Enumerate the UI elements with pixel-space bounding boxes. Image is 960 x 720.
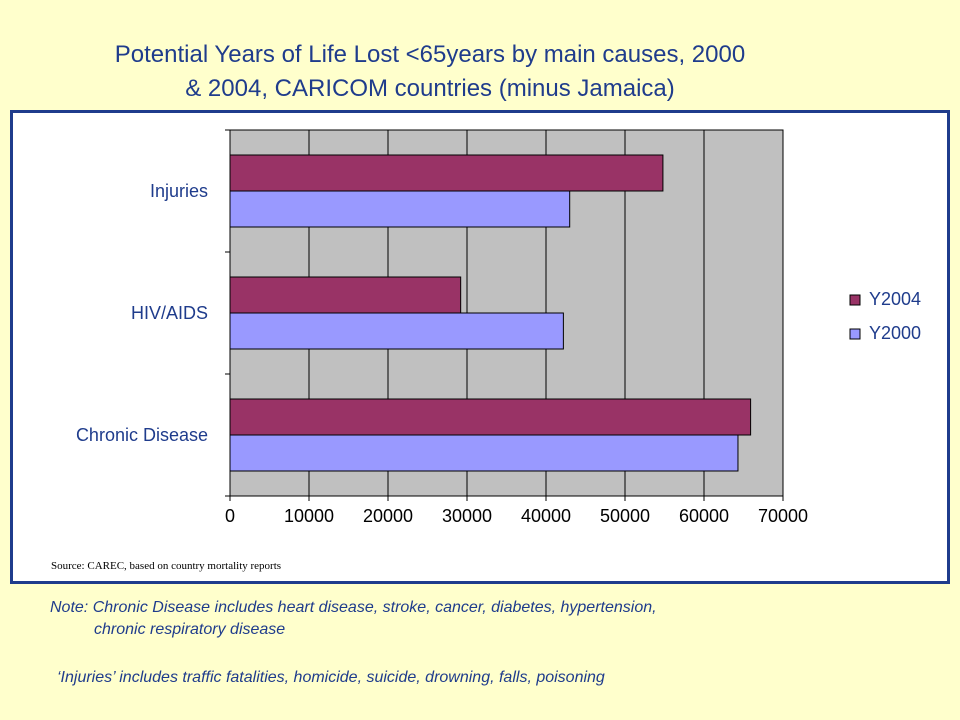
bar-y2000 (229, 312, 564, 350)
source-note: Source: CAREC, based on country mortalit… (51, 560, 282, 572)
plot-border (229, 129, 784, 497)
x-tick-label: 30000 (442, 506, 492, 526)
x-tick-label: 40000 (521, 506, 571, 526)
legend-swatch-y2004 (849, 294, 861, 306)
x-tick-label: 20000 (363, 506, 413, 526)
chart-title: Potential Years of Life Lost <65years by… (0, 38, 860, 106)
x-tick-label: 60000 (679, 506, 729, 526)
bar-y2004 (229, 276, 462, 314)
x-tick-label: 10000 (284, 506, 334, 526)
chart-title-line2: & 2004, CARICOM countries (minus Jamaica… (185, 75, 675, 102)
x-tick-label: 70000 (758, 506, 808, 526)
x-tick-label: 0 (225, 506, 235, 526)
category-label: Injuries (150, 181, 208, 201)
bar-y2004 (229, 154, 664, 192)
bar-y2000 (229, 190, 571, 228)
legend-swatch-y2000 (849, 328, 861, 340)
bar-chart: 0 10000 20000 30000 40000 50000 60000 70000 Inju… (76, 129, 921, 526)
category-label: HIV/AIDS (131, 303, 208, 323)
chronic-disease-note: Note: Chronic Disease includes heart dis… (50, 597, 910, 641)
bar-y2000 (229, 434, 739, 472)
bar-y2004 (229, 398, 752, 436)
category-label: Chronic Disease (76, 425, 208, 445)
chronic-note-line2: chronic respiratory disease (94, 621, 286, 638)
chronic-note-line1: Note: Chronic Disease includes heart dis… (50, 599, 657, 616)
x-tick-label: 50000 (600, 506, 650, 526)
legend-label-y2004: Y2004 (869, 289, 921, 309)
injuries-note: ‘Injuries’ includes traffic fatalities, … (57, 669, 605, 686)
chart-frame: 0 10000 20000 30000 40000 50000 60000 70000 Inju… (10, 110, 950, 584)
legend-label-y2000: Y2000 (869, 323, 921, 343)
chart-title-line1: Potential Years of Life Lost <65years by… (114, 41, 746, 68)
